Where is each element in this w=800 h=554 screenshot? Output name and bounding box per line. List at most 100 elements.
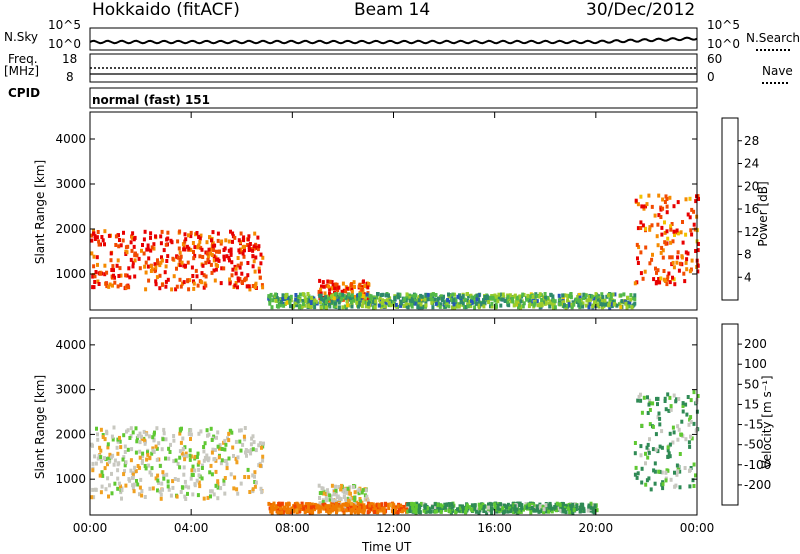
- velocity-echo-cell: [151, 435, 155, 440]
- power-echo-cell: [682, 271, 686, 276]
- power-echo-cell: [143, 264, 147, 269]
- power-echo-cell: [451, 300, 455, 305]
- power-echo-cell: [500, 297, 504, 302]
- power-echo-cell: [131, 260, 135, 265]
- velocity-echo-cell: [591, 506, 595, 511]
- velocity-echo-cell: [461, 504, 464, 509]
- velocity-echo-cell: [324, 504, 328, 509]
- power-echo-cell: [105, 270, 109, 275]
- velocity-echo-cell: [562, 507, 566, 512]
- power-echo-cell: [133, 235, 137, 240]
- velocity-echo-cell: [677, 427, 681, 432]
- power-echo-cell: [165, 259, 169, 263]
- velocity-echo-cell: [210, 472, 214, 477]
- velocity-echo-cell: [688, 444, 692, 449]
- power-echo-cell: [636, 261, 640, 265]
- velocity-echo-cell: [664, 407, 668, 412]
- velocity-echo-cell: [458, 504, 462, 509]
- power-echo-cell: [213, 278, 217, 283]
- velocity-echo-cell: [690, 436, 694, 441]
- velocity-echo-cell: [161, 487, 164, 492]
- velocity-echo-cell: [464, 510, 467, 515]
- power-echo-cell: [246, 243, 250, 247]
- velocity-ylabel: Slant Range [km]: [33, 374, 47, 480]
- power-echo-cell: [363, 284, 367, 289]
- power-echo-cell: [298, 292, 302, 297]
- velocity-echo-cell: [653, 461, 657, 466]
- power-echo-cell: [298, 303, 302, 308]
- velocity-echo-cell: [356, 501, 360, 506]
- power-echo-cell: [587, 305, 591, 310]
- power-echo-cell: [572, 302, 576, 307]
- power-echo-cell: [490, 304, 494, 309]
- velocity-echo-cell: [335, 504, 339, 508]
- power-echo-cell: [282, 303, 286, 308]
- velocity-echo-cell: [229, 429, 233, 434]
- velocity-echo-cell: [122, 455, 126, 460]
- power-echo-cell: [566, 294, 570, 299]
- velocity-echo-cell: [361, 488, 365, 493]
- velocity-echo-cell: [651, 401, 655, 406]
- cpid-panel-frame: [89, 87, 698, 109]
- velocity-echo-cell: [154, 476, 158, 481]
- velocity-echo-cell: [344, 508, 348, 513]
- power-echo-cell: [141, 243, 144, 247]
- velocity-echo-cell: [236, 455, 240, 460]
- velocity-echo-cell: [309, 505, 313, 510]
- velocity-echo-cell: [633, 451, 637, 456]
- power-echo-cell: [611, 292, 615, 297]
- power-echo-cell: [309, 305, 313, 309]
- power-echo-cell: [209, 262, 213, 267]
- power-echo-cell: [412, 294, 416, 298]
- velocity-echo-cell: [279, 506, 283, 510]
- power-echo-cell: [643, 269, 647, 274]
- power-echo-cell: [153, 262, 157, 267]
- power-echo-cell: [551, 301, 554, 306]
- power-echo-cell: [686, 212, 690, 217]
- power-echo-cell: [611, 299, 615, 304]
- velocity-echo-cell: [179, 440, 183, 445]
- velocity-echo-cell: [645, 445, 649, 450]
- power-echo-cell: [655, 280, 659, 284]
- power-echo-cell: [521, 304, 525, 309]
- power-echo-cell: [512, 303, 516, 308]
- power-echo-cell: [328, 279, 332, 284]
- velocity-echo-cell: [166, 479, 170, 484]
- power-echo-cell: [511, 297, 514, 301]
- velocity-echo-cell: [360, 490, 364, 495]
- power-echo-cell: [462, 305, 466, 310]
- power-echo-cell: [246, 273, 250, 278]
- power-echo-cell: [312, 301, 316, 306]
- power-echo-cell: [243, 248, 246, 253]
- velocity-echo-cell: [691, 478, 695, 483]
- power-echo-cell: [668, 195, 672, 200]
- velocity-echo-cell: [547, 507, 551, 512]
- velocity-echo-cell: [90, 442, 94, 447]
- power-echo-cell: [360, 287, 364, 292]
- velocity-echo-cell: [334, 492, 338, 497]
- velocity-echo-cell: [680, 419, 684, 424]
- velocity-echo-cell: [498, 506, 502, 511]
- power-echo-cell: [396, 292, 400, 297]
- velocity-echo-cell: [568, 510, 572, 515]
- velocity-echo-cell: [141, 451, 145, 456]
- power-echo-cell: [96, 279, 100, 284]
- power-echo-cell: [301, 299, 305, 303]
- velocity-echo-cell: [689, 420, 693, 424]
- velocity-echo-cell: [151, 486, 155, 491]
- power-echo-cell: [535, 293, 539, 298]
- power-echo-cell: [600, 298, 604, 302]
- velocity-echo-cell: [156, 473, 160, 478]
- velocity-echo-cell: [663, 399, 667, 403]
- velocity-echo-cell: [118, 439, 122, 444]
- velocity-echo-cell: [324, 492, 328, 496]
- velocity-echo-cell: [285, 502, 289, 507]
- velocity-echo-cell: [520, 503, 524, 508]
- power-echo-cell: [294, 297, 298, 302]
- power-echo-cell: [530, 302, 534, 307]
- power-echo-cell: [424, 293, 428, 298]
- velocity-echo-cell: [362, 508, 366, 513]
- power-echo-cell: [163, 270, 167, 275]
- power-echo-cell: [236, 285, 239, 290]
- power-echo-cell: [274, 298, 278, 303]
